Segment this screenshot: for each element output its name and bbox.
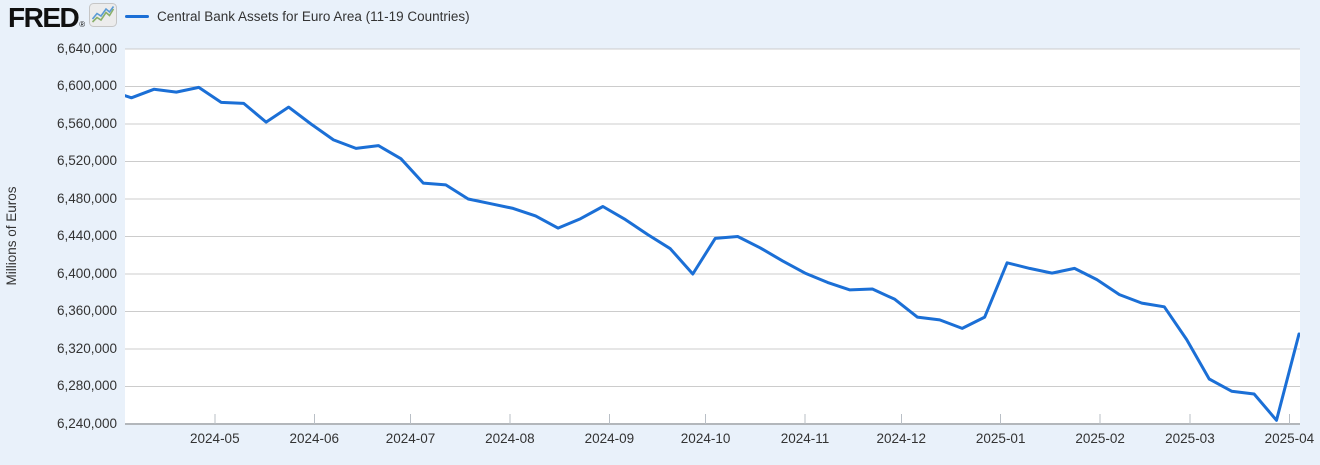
y-axis-tick-label: 6,440,000 [56, 228, 117, 243]
x-axis-tick-label: 2024-06 [289, 431, 340, 446]
x-axis-tick-label: 2025-01 [975, 431, 1026, 446]
x-axis-tick-label: 2024-05 [190, 431, 240, 446]
y-axis-tick-label: 6,280,000 [56, 378, 117, 393]
fred-logo-sparkline-icon [89, 3, 118, 32]
x-axis-tick-label: 2025-03 [1165, 431, 1215, 446]
x-axis-tick-label: 2024-08 [485, 431, 535, 446]
x-axis-tick-label: 2024-10 [680, 431, 731, 446]
y-axis-tick-label: 6,240,000 [56, 415, 117, 431]
x-axis-tick-label: 2024-09 [584, 431, 635, 446]
fred-logo-text: FRED [8, 1, 80, 33]
legend-series-label[interactable]: Central Bank Assets for Euro Area (11-19… [157, 9, 470, 24]
y-axis-tick-label: 6,520,000 [56, 153, 117, 168]
x-axis-tick-label: 2024-07 [385, 431, 436, 446]
chart-header: FRED ® Central Bank Assets for Euro Area … [0, 0, 1320, 34]
y-axis-tick-label: 6,400,000 [56, 265, 117, 281]
y-axis-tick-label: 6,480,000 [56, 190, 117, 206]
legend-line-swatch [125, 15, 149, 18]
x-axis-tick-label: 2025-04 [1264, 431, 1315, 446]
y-axis-tick-label: 6,640,000 [56, 40, 117, 56]
x-axis-tick-label: 2025-02 [1075, 431, 1125, 446]
fred-logo[interactable]: FRED ® [8, 1, 118, 33]
legend: Central Bank Assets for Euro Area (11-19… [125, 9, 470, 24]
x-axis-tick-label: 2024-12 [876, 431, 927, 446]
x-axis-tick-label: 2024-11 [780, 431, 830, 446]
y-axis-tick-label: 6,560,000 [56, 115, 117, 131]
registered-trademark-symbol: ® [79, 20, 86, 29]
y-axis-tick-label: 6,600,000 [56, 78, 117, 93]
y-axis-tick-label: 6,360,000 [56, 303, 117, 318]
y-axis-tick-label: 6,320,000 [56, 340, 117, 356]
